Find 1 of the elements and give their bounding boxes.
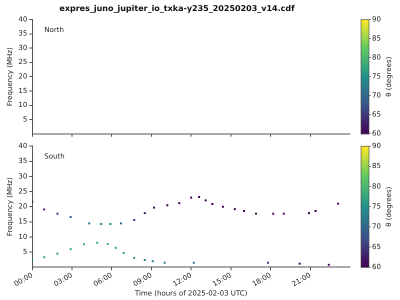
chart-title: expres_juno_jupiter_io_txka-y235_20250203_v14.cdf bbox=[59, 4, 296, 13]
